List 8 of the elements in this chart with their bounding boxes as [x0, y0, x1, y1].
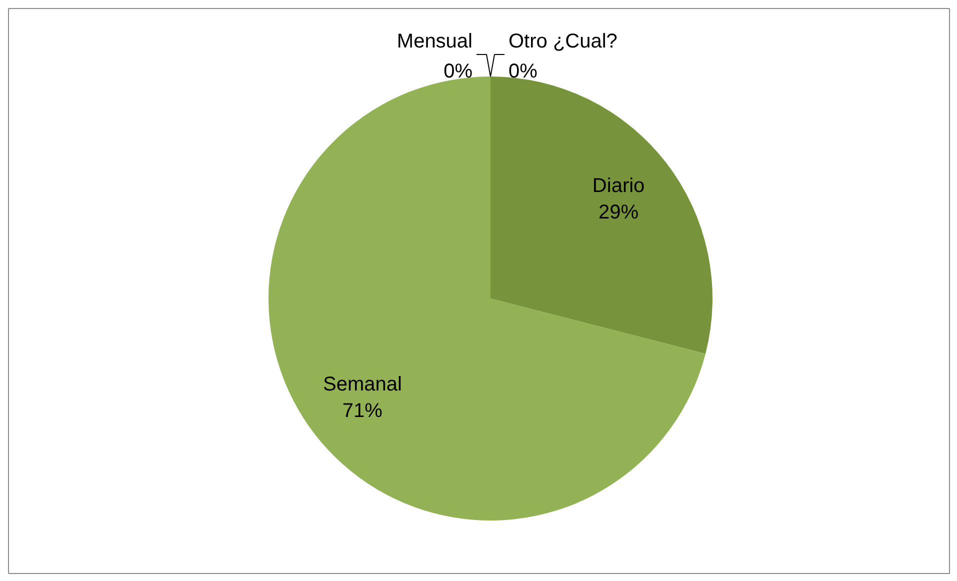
category-label: Mensual [396, 30, 473, 53]
data-label: 71% [342, 400, 383, 422]
slice-label: Diario [592, 174, 645, 197]
slice-label: Semanal [322, 374, 402, 396]
text: 0% [444, 60, 472, 82]
category-label: Otro ¿Cual? [508, 30, 618, 53]
text: 0% [508, 60, 538, 82]
data-label: 29% [598, 201, 639, 224]
